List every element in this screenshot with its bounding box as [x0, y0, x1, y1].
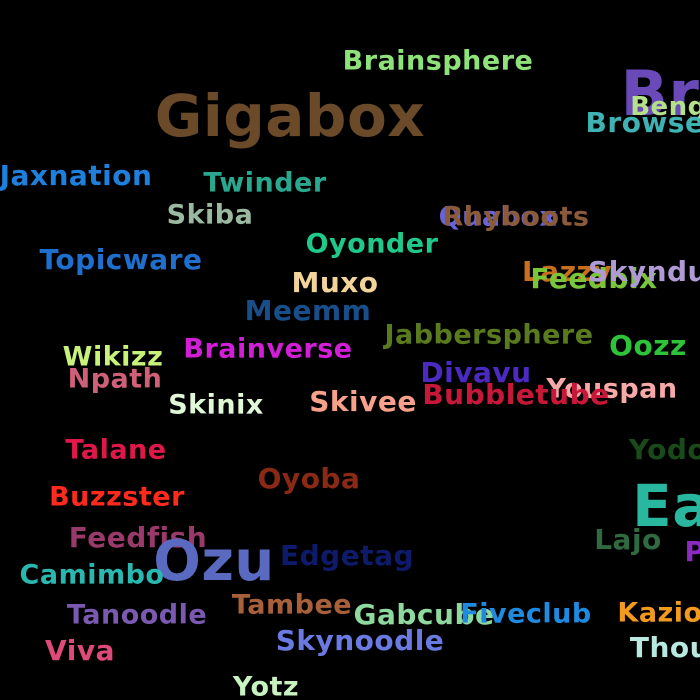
- word-skyndu: Skyndu: [588, 255, 700, 288]
- word-quabox: Quabox: [438, 201, 558, 233]
- word-tambee: Tambee: [231, 589, 353, 621]
- word-oyonder: Oyonder: [305, 228, 439, 260]
- word-buzzster: Buzzster: [49, 481, 185, 513]
- word-divavu: Divavu: [420, 356, 532, 389]
- word-meemm: Meemm: [244, 294, 372, 327]
- word-lajo: Lajo: [594, 523, 662, 556]
- word-jaxnation: Jaxnation: [0, 159, 153, 192]
- word-browse: Browse: [585, 106, 700, 139]
- word-p: P: [684, 535, 700, 568]
- word-feedbix: Feedbix: [530, 262, 658, 295]
- word-viva: Viva: [45, 634, 115, 667]
- word-npath: Npath: [67, 363, 163, 395]
- word-fiveclub: Fiveclub: [460, 598, 592, 630]
- word-brainverse: Brainverse: [183, 333, 353, 365]
- word-br: Br: [620, 57, 700, 130]
- word-kazio: Kazio: [617, 597, 700, 629]
- word-twinder: Twinder: [203, 167, 327, 199]
- word-youspan: Youspan: [546, 373, 678, 405]
- word-jabbersphere: Jabbersphere: [384, 319, 594, 351]
- word-yotz: Yotz: [232, 671, 300, 700]
- word-skivee: Skivee: [309, 385, 417, 418]
- word-talane: Talane: [65, 434, 167, 466]
- word-skiba: Skiba: [166, 199, 254, 231]
- word-gigabox: Gigabox: [154, 82, 426, 150]
- word-lazzy: Lazzy: [521, 255, 613, 288]
- word-gabcube: Gabcube: [353, 598, 495, 631]
- word-edgetag: Edgetag: [279, 539, 415, 572]
- word-brainsphere: Brainsphere: [342, 45, 534, 77]
- word-thou: Thou: [629, 631, 700, 664]
- word-bubbletube: Bubbletube: [422, 378, 610, 411]
- word-tanoodle: Tanoodle: [66, 599, 208, 631]
- word-wikizz: Wikizz: [62, 341, 164, 373]
- word-camimbo: Camimbo: [19, 559, 165, 591]
- word-skinix: Skinix: [168, 389, 264, 421]
- word-oozz: Oozz: [609, 329, 687, 362]
- word-yodo: Yodo: [628, 433, 700, 466]
- word-rhyboots: Rhyboots: [442, 201, 590, 233]
- word-bengu: Bengu: [630, 92, 700, 122]
- word-feedfish: Feedfish: [68, 521, 208, 554]
- word-skynoodle: Skynoodle: [275, 624, 445, 657]
- word-oyoba: Oyoba: [257, 462, 361, 495]
- word-topicware: Topicware: [39, 243, 203, 276]
- word-muxo: Muxo: [291, 266, 379, 299]
- word-ea: Ea: [632, 472, 700, 540]
- word-ozu: Ozu: [153, 529, 275, 594]
